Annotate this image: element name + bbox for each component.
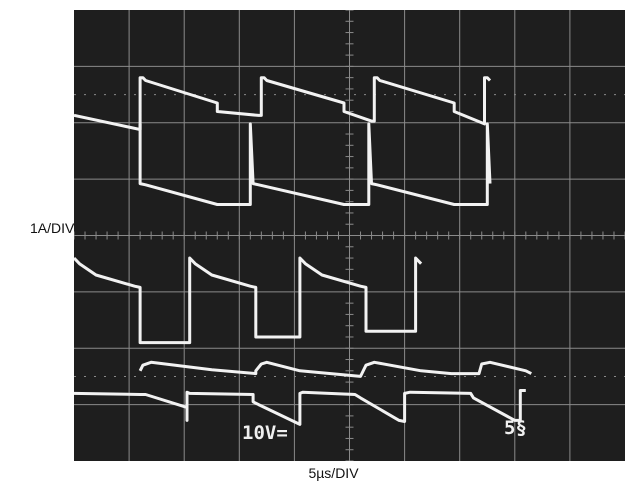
y-axis-label: 1A/DIV — [30, 220, 75, 236]
graticule — [74, 10, 625, 461]
x-axis-label: 5µs/DIV — [308, 465, 359, 481]
scope-plot: 10V= 5§ — [74, 10, 625, 461]
traces — [74, 76, 532, 426]
trace-4 — [138, 360, 532, 378]
trace-1 — [74, 76, 492, 131]
readout-left: 10V= — [242, 422, 288, 444]
oscilloscope-screen: 10V= 5§ — [74, 10, 625, 461]
trace-2 — [138, 122, 492, 206]
trace-3 — [74, 256, 423, 345]
trace-5 — [74, 389, 526, 426]
readout-right: 5§ — [504, 417, 527, 439]
